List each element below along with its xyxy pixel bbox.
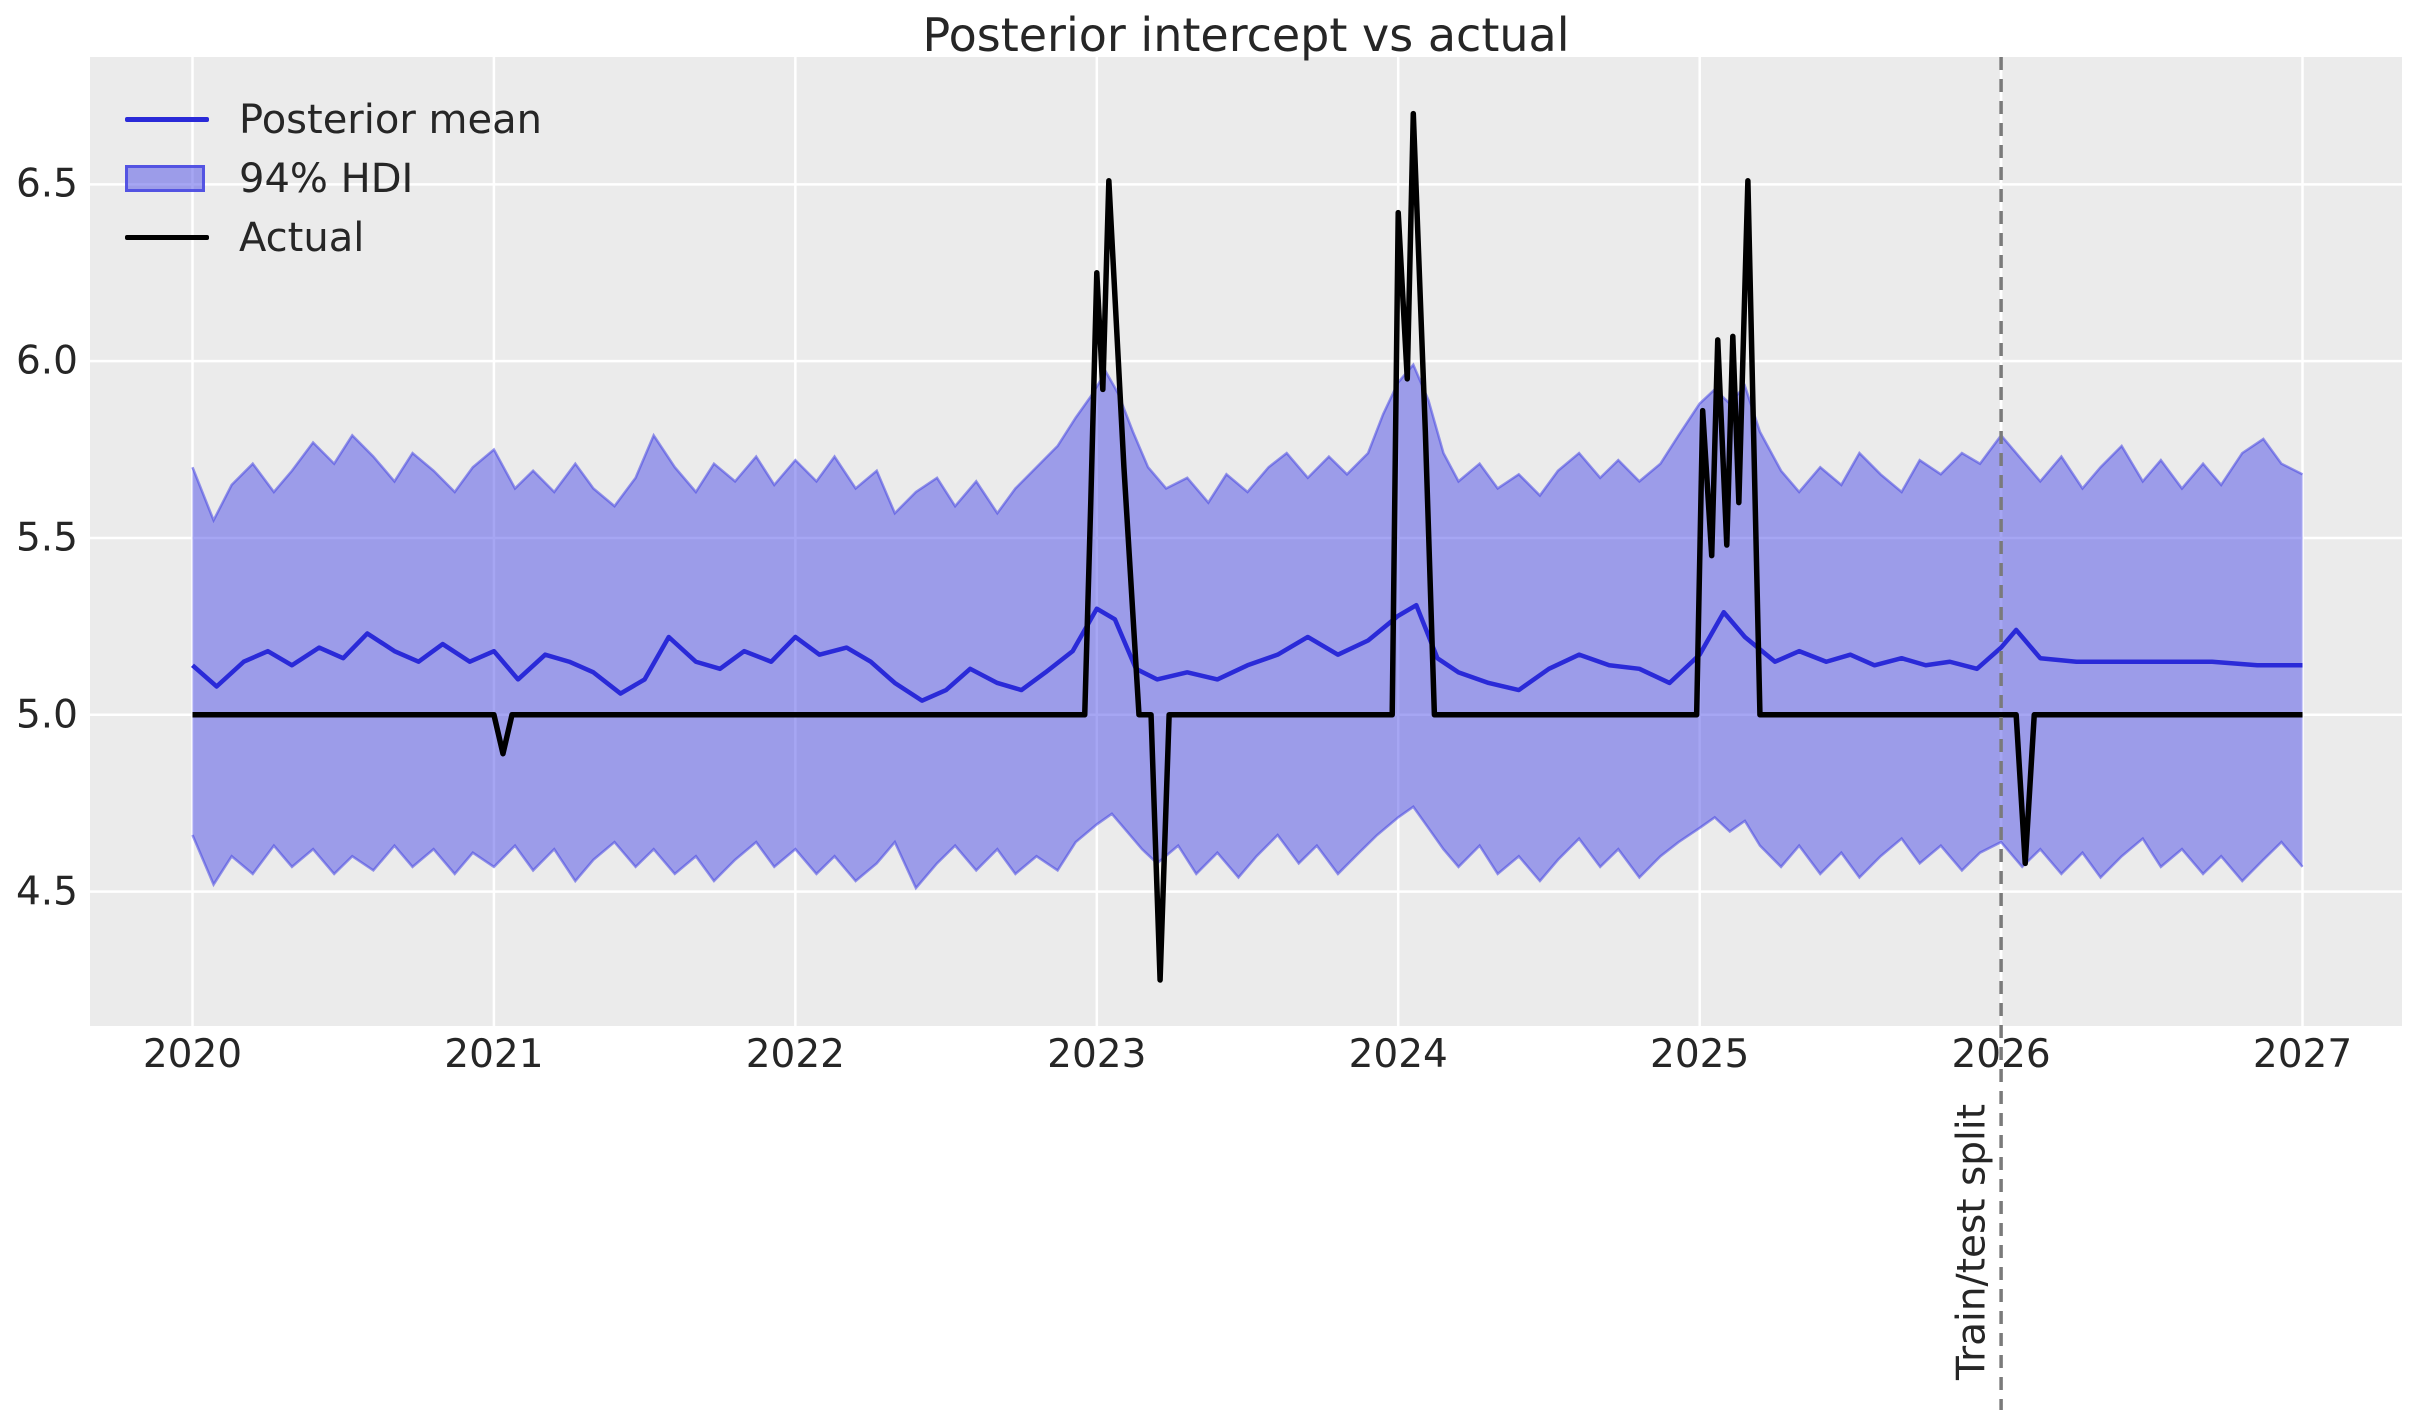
legend: Posterior mean 94% HDI Actual <box>125 90 542 267</box>
legend-line-swatch-posterior-mean <box>125 117 209 122</box>
y-tick-label: 5.0 <box>15 692 78 738</box>
legend-item-posterior-mean: Posterior mean <box>125 90 542 149</box>
y-tick-label: 4.5 <box>15 869 78 915</box>
legend-label-actual: Actual <box>239 214 365 261</box>
legend-label-hdi: 94% HDI <box>239 155 414 202</box>
hdi-lower-edge <box>191 804 2304 891</box>
actual-line <box>192 110 2303 983</box>
x-tick-label: 2027 <box>2252 1032 2353 1077</box>
hdi-swatch-patch <box>125 165 205 192</box>
legend-item-actual: Actual <box>125 208 542 267</box>
actual-swatch-line <box>125 235 209 240</box>
x-tick-label: 2024 <box>1348 1032 1448 1077</box>
posterior-mean-line <box>191 602 2303 703</box>
y-tick-label: 6.5 <box>15 161 78 207</box>
y-tick-label: 6.0 <box>15 338 78 384</box>
train-test-split-label: Train/test split <box>1949 1103 1995 1381</box>
chart-title: Posterior intercept vs actual <box>922 8 1570 62</box>
hdi-upper-edge <box>191 362 2304 524</box>
y-tick-label: 5.5 <box>15 515 78 561</box>
legend-label-posterior-mean: Posterior mean <box>239 96 542 143</box>
hdi-band <box>192 364 2303 889</box>
legend-line-swatch-actual <box>125 235 209 240</box>
x-tick-label: 2022 <box>745 1032 845 1077</box>
x-tick-label: 2021 <box>444 1032 544 1077</box>
plot-area <box>90 57 2402 1026</box>
x-tick-label: 2020 <box>142 1032 243 1077</box>
legend-patch-swatch-hdi <box>125 165 209 192</box>
x-tick-label: 2026 <box>1951 1032 2051 1077</box>
legend-item-hdi: 94% HDI <box>125 149 542 208</box>
posterior-mean-swatch-line <box>125 117 209 122</box>
x-tick-label: 2025 <box>1650 1032 1750 1077</box>
x-tick-label: 2023 <box>1047 1032 1147 1077</box>
